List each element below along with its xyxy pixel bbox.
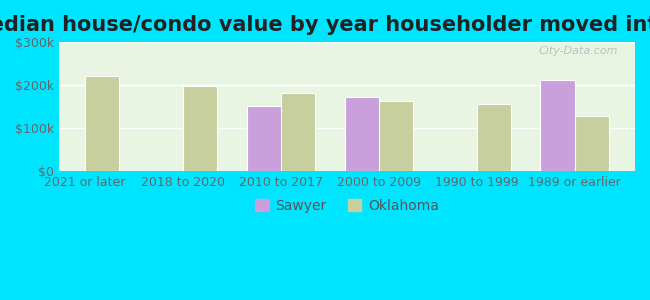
Legend: Sawyer, Oklahoma: Sawyer, Oklahoma xyxy=(249,193,445,218)
Bar xyxy=(246,106,281,171)
Title: Median house/condo value by year householder moved into unit: Median house/condo value by year househo… xyxy=(0,15,650,35)
Bar xyxy=(540,80,575,171)
Bar xyxy=(281,93,315,171)
Bar xyxy=(85,76,120,171)
Bar xyxy=(476,104,511,171)
Bar xyxy=(183,86,217,171)
Text: City-Data.com: City-Data.com xyxy=(538,46,617,56)
Bar xyxy=(379,101,413,171)
Bar xyxy=(344,97,379,171)
Bar xyxy=(575,116,609,171)
